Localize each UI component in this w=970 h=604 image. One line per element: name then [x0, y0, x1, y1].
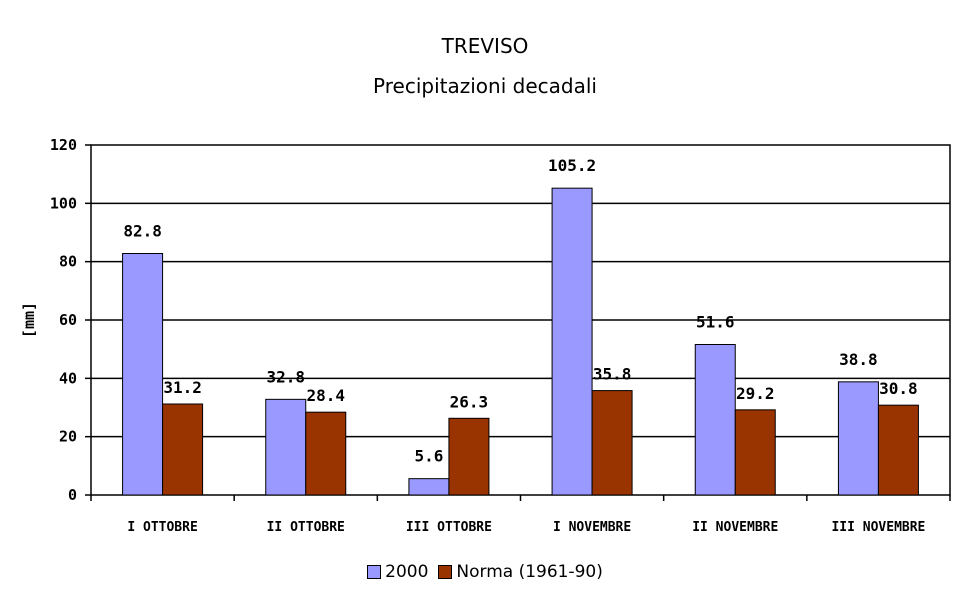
- bar-2000: [265, 398, 307, 496]
- chart-subtitle: Precipitazioni decadali: [373, 74, 597, 98]
- bar-2000: [408, 478, 450, 496]
- data-label: 38.8: [839, 350, 878, 369]
- legend-label-2000: 2000: [385, 562, 429, 582]
- bar-2000: [694, 344, 736, 496]
- bar-norma: [305, 411, 347, 496]
- y-tick-label: 20: [59, 428, 77, 446]
- y-tick-label: 120: [50, 136, 77, 154]
- bar-2000: [551, 187, 593, 496]
- bar-2000: [122, 253, 164, 496]
- legend-swatch-2000: [367, 565, 382, 579]
- data-label: 28.4: [306, 386, 345, 405]
- data-label: 29.2: [736, 384, 775, 403]
- x-tick-label: I OTTOBRE: [127, 520, 197, 535]
- y-tick-label: 0: [68, 486, 77, 504]
- legend-item-norma: Norma (1961-90): [438, 562, 603, 582]
- x-tick-label: II OTTOBRE: [267, 520, 345, 535]
- data-label: 5.6: [414, 447, 443, 466]
- x-tick-label: I NOVEMBRE: [553, 520, 631, 535]
- x-tick-label: III NOVEMBRE: [831, 520, 925, 535]
- bar-norma: [591, 390, 633, 496]
- data-label: 105.2: [548, 156, 596, 175]
- legend-swatch-norma: [438, 565, 453, 579]
- chart-title: TREVISO: [441, 34, 529, 58]
- legend-item-2000: 2000: [367, 562, 428, 582]
- legend: 2000 Norma (1961-90): [0, 562, 970, 582]
- data-label: 82.8: [123, 222, 162, 241]
- data-label: 26.3: [450, 392, 489, 411]
- data-label: 30.8: [879, 379, 918, 398]
- bar-norma: [162, 403, 204, 496]
- data-label: 35.8: [593, 365, 632, 384]
- x-tick-label: III OTTOBRE: [406, 520, 492, 535]
- bar-norma: [734, 409, 776, 496]
- data-label: 51.6: [696, 313, 735, 332]
- y-axis-label: [mm]: [20, 302, 38, 338]
- y-tick-label: 60: [59, 311, 77, 329]
- x-tick-label: II NOVEMBRE: [692, 520, 778, 535]
- y-tick-label: 40: [59, 369, 77, 387]
- bar-norma: [448, 417, 490, 496]
- legend-label-norma: Norma (1961-90): [456, 562, 603, 582]
- bar-norma: [877, 404, 919, 496]
- y-tick-label: 80: [59, 253, 77, 271]
- data-label: 31.2: [163, 378, 202, 397]
- bar-2000: [837, 381, 879, 496]
- y-tick-label: 100: [50, 194, 77, 212]
- data-label: 32.8: [266, 367, 305, 386]
